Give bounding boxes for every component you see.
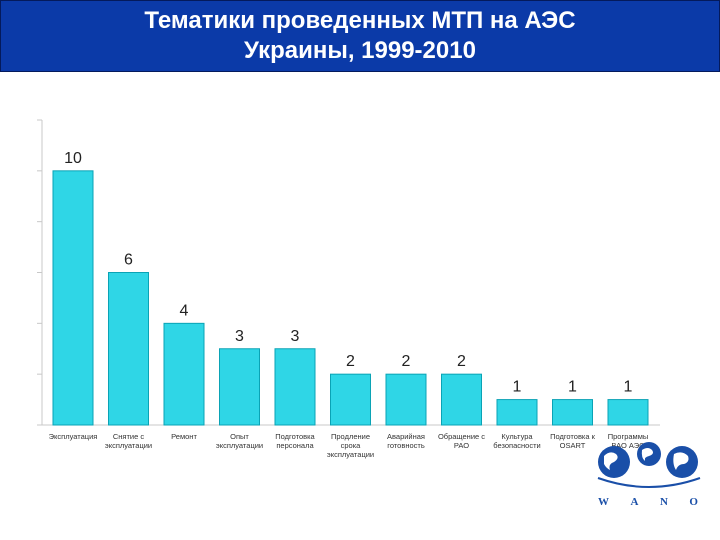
category-label-line: эксплуатации (105, 441, 152, 450)
bar (552, 399, 593, 426)
category-label-line: срока (341, 441, 362, 450)
category-label: Опыт эксплуатации (216, 432, 263, 450)
bar (441, 373, 482, 426)
data-label: 2 (457, 353, 466, 370)
bar (385, 373, 427, 426)
data-label: 6 (124, 252, 133, 269)
data-label: 1 (513, 379, 522, 396)
data-label: 3 (235, 328, 244, 345)
category-label-line: OSART (560, 441, 586, 450)
bar (52, 170, 94, 426)
data-label: 3 (291, 328, 300, 345)
category-label-line: Программы (608, 432, 649, 441)
category-label-line: Культура (501, 432, 533, 441)
category-label-line: готовность (387, 441, 425, 450)
bar (219, 348, 260, 426)
wano-logo-letters: W A N O (598, 496, 698, 508)
category-label-line: Опыт (230, 432, 249, 441)
logo-letter: N (659, 496, 668, 508)
logo-letter: W (598, 496, 609, 508)
category-label-line: эксплуатации (216, 441, 263, 450)
category-label-line: безопасности (493, 441, 540, 450)
category-label: Продление срока эксплуатации (327, 432, 374, 459)
category-label-line: РАО (454, 441, 469, 450)
category-label-line: Обращение с (438, 432, 485, 441)
category-label-line: Аварийная (387, 432, 425, 441)
category-label-line: Ремонт (171, 432, 197, 441)
data-label: 2 (346, 353, 355, 370)
data-label: 10 (64, 150, 82, 167)
data-label: 2 (402, 353, 411, 370)
category-label: Культура безопасности (493, 432, 540, 450)
category-label: Аварийная готовность (387, 432, 425, 450)
category-label-line: Продление (331, 432, 370, 441)
category-label-line: Подготовка к (550, 432, 596, 441)
logo-letter: O (689, 496, 698, 508)
category-label-line: персонала (276, 441, 314, 450)
category-label: Обращение с РАО (438, 432, 485, 450)
logo-letter: A (630, 496, 639, 508)
category-label-line: Подготовка (275, 432, 315, 441)
title-banner: Тематики проведенных МТП на АЭС Украины,… (0, 0, 720, 72)
category-label-line: ВАО АЭС (611, 441, 645, 450)
category-label: Эксплуатация (49, 432, 98, 441)
data-label: 4 (180, 302, 189, 319)
category-label: Подготовка персонала (275, 432, 315, 450)
bar (607, 399, 649, 426)
bar (496, 399, 538, 426)
category-label: Снятие с эксплуатации (105, 432, 152, 450)
bar (330, 373, 371, 426)
category-label-line: Эксплуатация (49, 432, 98, 441)
bar (163, 322, 205, 426)
page-title-line2: Украины, 1999-2010 (244, 37, 476, 64)
bar (274, 348, 316, 426)
page-title-line1: Тематики проведенных МТП на АЭС (144, 7, 576, 34)
category-label: Подготовка к OSART (550, 432, 596, 450)
data-label: 1 (568, 379, 577, 396)
category-label: Программы ВАО АЭС (608, 432, 649, 450)
category-label: Ремонт (171, 432, 197, 441)
category-label-line: эксплуатации (327, 450, 374, 459)
category-label-line: Снятие с (113, 432, 144, 441)
bar (108, 272, 149, 426)
data-label: 1 (624, 379, 633, 396)
wano-logo-icon (597, 442, 701, 488)
